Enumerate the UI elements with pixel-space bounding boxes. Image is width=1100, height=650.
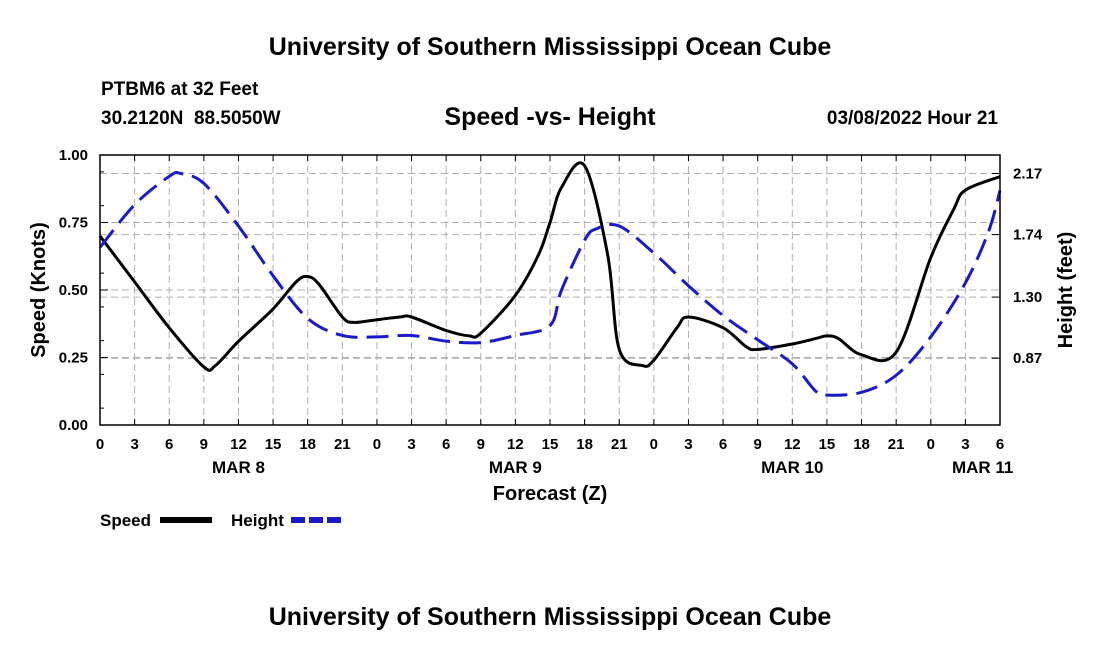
- y-tick-label: 0.00: [59, 417, 88, 434]
- x-tick-label: 3: [130, 436, 138, 453]
- date-label: MAR 9: [489, 458, 542, 477]
- x-tick-label: 21: [334, 436, 351, 453]
- date-label: MAR 10: [761, 458, 823, 477]
- x-tick-label: 12: [230, 436, 247, 453]
- legend: Speed Height: [100, 511, 343, 530]
- x-tick-label: 18: [576, 436, 593, 453]
- legend-speed-label: Speed: [100, 511, 151, 530]
- y2-tick-label: 2.17: [1013, 165, 1042, 182]
- x-axis-title: Forecast (Z): [493, 483, 607, 505]
- date-label: MAR 8: [212, 458, 265, 477]
- x-tick-label: 0: [927, 436, 935, 453]
- x-tick-label: 0: [96, 436, 104, 453]
- x-tick-label: 3: [684, 436, 692, 453]
- x-tick-label: 15: [542, 436, 559, 453]
- chart-title: Speed -vs- Height: [444, 103, 656, 131]
- page-title: University of Southern Mississippi Ocean…: [269, 33, 832, 61]
- legend-height-label: Height: [231, 511, 284, 530]
- footer-title: University of Southern Mississippi Ocean…: [269, 603, 832, 631]
- height-series-line: [98, 170, 1002, 397]
- x-tick-label: 15: [819, 436, 836, 453]
- y-axis-title: Speed (Knots): [28, 222, 50, 358]
- x-tick-label: 21: [611, 436, 628, 453]
- datetime-label: 03/08/2022 Hour 21: [827, 108, 999, 129]
- y2-tick-label: 0.87: [1013, 350, 1042, 367]
- speed-series-line: [98, 161, 1001, 372]
- x-tick-label: 9: [200, 436, 208, 453]
- x-tick-label: 21: [888, 436, 905, 453]
- x-tick-label: 12: [784, 436, 801, 453]
- coords-label: 30.2120N 88.5050W: [101, 108, 281, 129]
- x-tick-label: 3: [407, 436, 415, 453]
- x-tick-label: 6: [442, 436, 450, 453]
- x-tick-label: 12: [507, 436, 524, 453]
- y2-tick-label: 1.30: [1013, 289, 1042, 306]
- y-tick-label: 1.00: [59, 147, 88, 164]
- x-tick-label: 9: [477, 436, 485, 453]
- x-tick-label: 18: [299, 436, 316, 453]
- series-layer: [98, 161, 1002, 397]
- x-tick-label: 0: [650, 436, 658, 453]
- grid: [100, 155, 1000, 425]
- x-tick-label: 3: [961, 436, 969, 453]
- axes: 0 3 6 9 12 15 18 21 0 3 6 9 12 15 18 21 0 3 6 9 12 15 18 21 0 3 6 M…: [59, 147, 1043, 477]
- y-tick-label: 0.50: [59, 282, 88, 299]
- station-label: PTBM6 at 32 Feet: [101, 79, 259, 100]
- x-tick-label: 9: [754, 436, 762, 453]
- x-tick-label: 6: [719, 436, 727, 453]
- x-tick-label: 6: [996, 436, 1004, 453]
- y2-tick-label: 1.74: [1013, 227, 1043, 244]
- x-tick-label: 15: [265, 436, 282, 453]
- y-tick-label: 0.25: [59, 350, 88, 367]
- y-tick-label: 0.75: [59, 215, 88, 232]
- x-tick-label: 6: [165, 436, 173, 453]
- x-tick-label: 18: [853, 436, 870, 453]
- date-label: MAR 11: [952, 458, 1013, 477]
- x-tick-label: 0: [373, 436, 381, 453]
- y2-axis-title: Height (feet): [1055, 232, 1077, 349]
